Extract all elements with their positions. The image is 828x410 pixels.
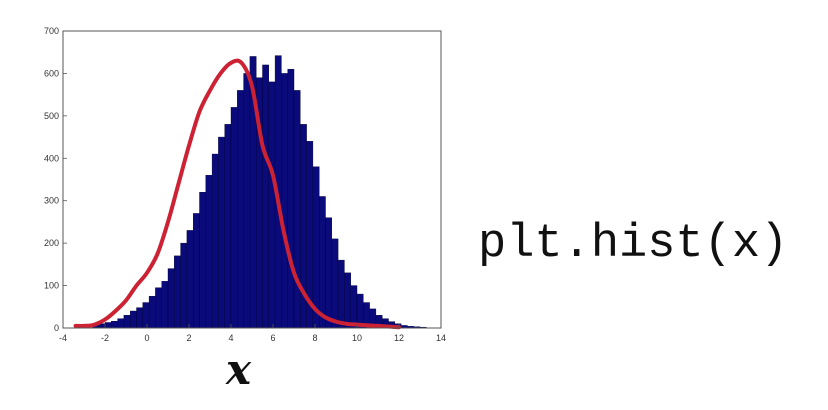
x-axis-label: x bbox=[226, 345, 252, 394]
histogram-bar bbox=[337, 259, 345, 329]
histogram-bar bbox=[136, 307, 144, 329]
histogram-bar bbox=[174, 255, 181, 329]
code-text: plt.hist(x) bbox=[478, 218, 789, 271]
histogram-bar bbox=[205, 175, 213, 329]
histogram-bar bbox=[243, 73, 251, 329]
histogram-bar bbox=[161, 281, 169, 329]
histogram-bar bbox=[211, 153, 219, 329]
y-tick-label: 500 bbox=[44, 111, 59, 121]
y-axis-ticks: 0 100 200 300 400 500 600 700 bbox=[44, 26, 67, 333]
density-curve bbox=[73, 58, 401, 330]
histogram-bar bbox=[281, 73, 288, 329]
histogram-bar bbox=[123, 315, 131, 329]
histogram-bar bbox=[192, 213, 200, 329]
histogram-bar bbox=[155, 287, 162, 329]
histogram-bar bbox=[230, 107, 238, 329]
histogram-bar bbox=[180, 242, 188, 329]
histogram-bar bbox=[218, 136, 225, 329]
x-axis-ticks: -4 -2 0 2 4 6 8 10 12 14 bbox=[59, 324, 446, 343]
histogram-bar bbox=[129, 310, 137, 329]
x-tick-label: 8 bbox=[312, 333, 317, 343]
histogram-bar bbox=[224, 124, 232, 329]
histogram-bar bbox=[268, 81, 276, 329]
x-tick-label: 14 bbox=[436, 333, 446, 343]
histogram-bar bbox=[237, 90, 244, 329]
x-tick-label: 4 bbox=[228, 333, 233, 343]
histogram-bar bbox=[293, 90, 301, 329]
x-tick-label: 12 bbox=[394, 333, 404, 343]
histogram-bar bbox=[325, 217, 333, 329]
histogram-bar bbox=[331, 238, 339, 329]
y-tick-label: 700 bbox=[44, 26, 59, 36]
histogram-bar bbox=[344, 272, 351, 329]
x-tick-label: 6 bbox=[270, 333, 275, 343]
y-tick-label: 200 bbox=[44, 238, 59, 248]
histogram-bar bbox=[167, 268, 175, 329]
x-tick-label: 2 bbox=[186, 333, 191, 343]
histogram-bar bbox=[287, 68, 295, 329]
histogram-bar bbox=[111, 321, 118, 329]
histogram-bar bbox=[312, 166, 320, 329]
y-tick-label: 300 bbox=[44, 196, 59, 206]
histogram-bar bbox=[104, 322, 112, 329]
y-tick-label: 0 bbox=[54, 323, 59, 333]
density-curve-layer bbox=[73, 58, 401, 330]
histogram-bar bbox=[117, 318, 125, 329]
histogram-bars bbox=[92, 55, 427, 329]
y-tick-label: 600 bbox=[44, 68, 59, 78]
histogram-bar bbox=[319, 196, 326, 329]
histogram-bar bbox=[142, 302, 150, 329]
x-tick-label: -4 bbox=[59, 333, 67, 343]
x-tick-label: 10 bbox=[352, 333, 362, 343]
y-tick-label: 100 bbox=[44, 281, 59, 291]
histogram-bar bbox=[199, 192, 206, 329]
histogram-bar bbox=[350, 285, 358, 329]
histogram-bar bbox=[262, 64, 270, 329]
plot-frame bbox=[62, 30, 442, 329]
x-tick-label: -2 bbox=[101, 333, 109, 343]
x-tick-label: 0 bbox=[144, 333, 149, 343]
y-tick-label: 400 bbox=[44, 153, 59, 163]
histogram-bar bbox=[148, 295, 156, 329]
histogram-bar bbox=[186, 230, 194, 329]
